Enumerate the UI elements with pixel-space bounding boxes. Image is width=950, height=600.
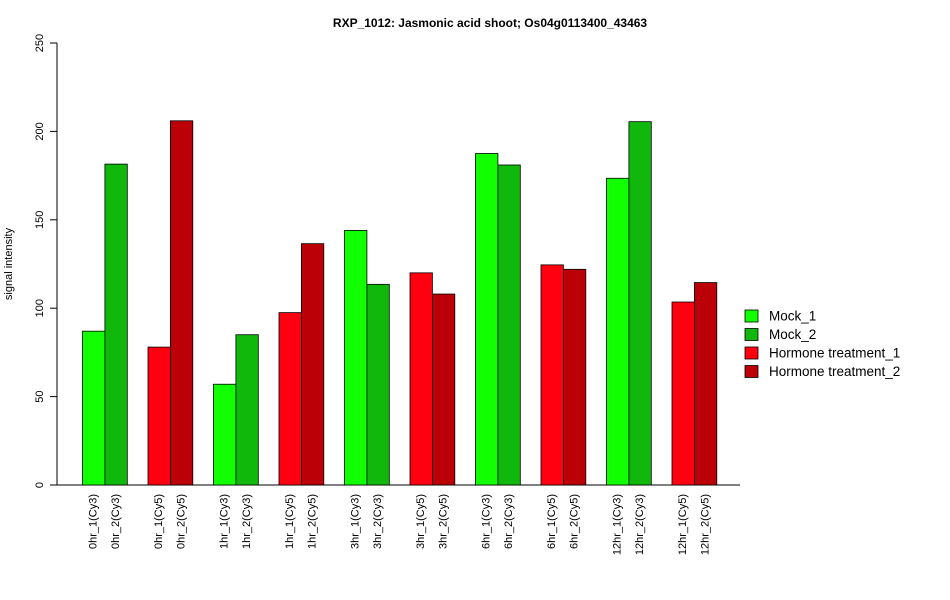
bar bbox=[104, 163, 128, 486]
chart-title: RXP_1012: Jasmonic acid shoot; Os04g0113… bbox=[333, 16, 648, 30]
y-tick-label: 150 bbox=[34, 211, 46, 229]
legend-label: Mock_2 bbox=[769, 327, 816, 342]
x-tick-label: 6hr_2(Cy3) bbox=[503, 494, 515, 549]
legend: Mock_1 Mock_2 Hormone treatment_1 Hormone t… bbox=[744, 309, 900, 379]
bar bbox=[169, 120, 194, 486]
x-tick-label: 6hr_1(Cy5) bbox=[546, 494, 558, 549]
x-tick-label: 0hr_2(Cy3) bbox=[110, 494, 122, 549]
legend-swatch bbox=[744, 309, 759, 323]
bar bbox=[671, 301, 695, 486]
bar bbox=[147, 346, 171, 486]
bar bbox=[409, 272, 433, 486]
bar bbox=[344, 230, 368, 486]
x-tick-label: 0hr_1(Cy5) bbox=[153, 494, 165, 549]
y-tick-label: 200 bbox=[34, 122, 46, 140]
bar bbox=[628, 121, 652, 486]
legend-swatch bbox=[744, 365, 759, 378]
y-tick-label: 250 bbox=[34, 34, 46, 52]
x-tick-label: 3hr_2(Cy3) bbox=[372, 494, 384, 549]
bar bbox=[563, 268, 587, 486]
x-tick-label: 6hr_2(Cy5) bbox=[569, 494, 581, 549]
x-tick-label: 1hr_2(Cy5) bbox=[307, 494, 319, 549]
bar bbox=[540, 264, 564, 486]
bar bbox=[606, 177, 630, 486]
x-tick-label: 6hr_1(Cy3) bbox=[481, 494, 493, 549]
legend-label: Hormone treatment_2 bbox=[769, 364, 900, 379]
bar bbox=[475, 153, 499, 486]
y-axis-label: signal intensity bbox=[3, 227, 15, 300]
x-tick-label: 3hr_1(Cy3) bbox=[350, 494, 362, 549]
bar bbox=[235, 334, 259, 486]
legend-label: Hormone treatment_1 bbox=[769, 346, 900, 361]
bar bbox=[300, 243, 325, 486]
legend-label: Mock_1 bbox=[769, 309, 816, 324]
x-tick-label: 1hr_1(Cy5) bbox=[284, 494, 296, 549]
bar bbox=[278, 312, 302, 486]
y-tick-label: 100 bbox=[34, 299, 46, 317]
bar bbox=[82, 330, 106, 486]
y-tick-label: 0 bbox=[34, 482, 46, 488]
bar bbox=[213, 383, 237, 486]
x-tick-label: 1hr_1(Cy3) bbox=[219, 494, 231, 549]
legend-swatch bbox=[744, 328, 759, 341]
bars-group bbox=[82, 120, 718, 486]
x-tick-label: 0hr_1(Cy3) bbox=[88, 494, 100, 549]
bar bbox=[431, 293, 456, 486]
bar bbox=[694, 282, 718, 486]
x-tick-label: 12hr_1(Cy3) bbox=[612, 494, 624, 555]
x-tick-label: 1hr_2(Cy3) bbox=[241, 494, 253, 549]
x-tick-label: 3hr_1(Cy5) bbox=[415, 494, 427, 549]
x-tick-label: 3hr_2(Cy5) bbox=[438, 494, 450, 549]
y-tick-label: 50 bbox=[34, 390, 46, 402]
x-tick-label: 12hr_1(Cy5) bbox=[677, 494, 689, 555]
bar bbox=[497, 164, 521, 486]
x-tick-labels: 0hr_1(Cy3) 0hr_2(Cy3) 0hr_1(Cy5) 0hr_2(Cy5)… bbox=[88, 494, 712, 555]
x-tick-label: 12hr_2(Cy3) bbox=[634, 494, 646, 555]
x-tick-label: 0hr_2(Cy5) bbox=[176, 494, 188, 549]
legend-swatch bbox=[744, 346, 759, 360]
bar bbox=[366, 283, 390, 486]
y-axis: 0 50 100 150 200 250 bbox=[34, 34, 58, 488]
x-tick-label: 12hr_2(Cy5) bbox=[700, 494, 712, 555]
